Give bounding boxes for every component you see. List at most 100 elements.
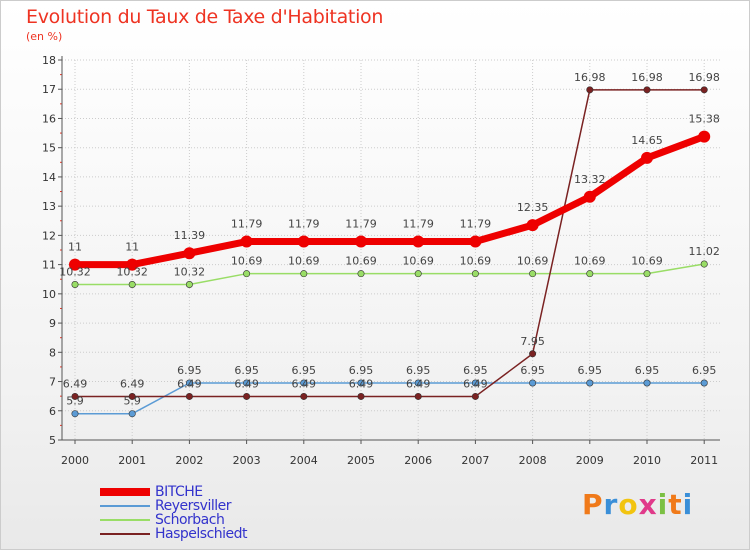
y-tick-label: 10 xyxy=(42,288,56,301)
point-reyersviller xyxy=(300,379,308,387)
data-label-schorbach: 10.69 xyxy=(517,255,549,268)
point-schorbach xyxy=(643,270,651,278)
legend-label-schorbach: Schorbach xyxy=(155,512,225,528)
point-reyersviller xyxy=(414,379,422,387)
data-label-bitche: 14.65 xyxy=(631,134,663,147)
data-label-bitche: 11.79 xyxy=(460,218,492,231)
point-bitche xyxy=(412,235,425,248)
y-tick-label: 8 xyxy=(49,346,56,359)
x-axis-ticks: 2000 2001 2002 2003 2004 2005 2006 2007 2008 2009… xyxy=(61,454,718,467)
data-label-bitche: 11.79 xyxy=(288,218,320,231)
point-bitche xyxy=(69,258,81,271)
data-label-schorbach: 11.02 xyxy=(688,245,720,258)
y-tick-label: 12 xyxy=(42,229,56,242)
data-label-reyersviller: 6.95 xyxy=(692,364,717,377)
point-bitche xyxy=(297,235,310,248)
x-tick-label: 2005 xyxy=(347,454,375,467)
logo-letter: P xyxy=(582,488,604,521)
data-label-reyersviller: 6.95 xyxy=(177,364,202,377)
point-schorbach xyxy=(128,280,136,288)
series-line-reyersviller xyxy=(75,382,705,415)
point-bitche xyxy=(698,130,711,143)
series-lines xyxy=(75,89,706,415)
logo-letter: x xyxy=(638,488,658,521)
data-labels: 11 11 11.39 11.79 11.79 11.79 11.79 11.79 12.35 1… xyxy=(59,71,720,408)
data-label-reyersviller: 6.95 xyxy=(234,364,259,377)
x-tick-label: 2008 xyxy=(519,454,547,467)
chart-title: Evolution du Taux de Taxe d'Habitation xyxy=(26,6,384,28)
point-schorbach xyxy=(71,280,79,288)
data-label-haspelschiedt: 7.95 xyxy=(520,335,545,348)
point-bitche xyxy=(183,247,196,260)
point-schorbach xyxy=(471,270,479,278)
point-haspelschiedt xyxy=(185,392,193,400)
y-tick-label: 17 xyxy=(42,83,56,96)
data-label-haspelschiedt: 6.49 xyxy=(349,377,374,390)
point-schorbach xyxy=(185,280,193,288)
data-label-bitche: 15.38 xyxy=(688,113,720,126)
logo-letter: i xyxy=(682,488,694,521)
point-haspelschiedt xyxy=(357,392,365,400)
data-label-bitche: 11.39 xyxy=(174,229,206,242)
point-haspelschiedt xyxy=(300,392,308,400)
legend-swatch-bitche xyxy=(100,488,150,496)
point-reyersviller xyxy=(471,379,479,387)
x-tick-label: 2006 xyxy=(404,454,432,467)
point-reyersviller xyxy=(700,379,708,387)
logo-letter: i xyxy=(657,488,669,521)
data-label-reyersviller: 5.9 xyxy=(123,395,141,408)
data-label-haspelschiedt: 16.98 xyxy=(688,71,720,84)
x-tick-label: 2000 xyxy=(61,454,89,467)
data-label-bitche: 11 xyxy=(125,241,139,254)
point-haspelschiedt xyxy=(71,392,79,400)
y-tick-label: 5 xyxy=(49,434,56,447)
data-label-schorbach: 10.32 xyxy=(116,265,148,278)
legend-swatch-haspelschiedt xyxy=(100,533,150,535)
point-haspelschiedt xyxy=(700,86,708,94)
data-label-schorbach: 10.69 xyxy=(574,255,606,268)
data-label-haspelschiedt: 6.49 xyxy=(120,377,145,390)
data-label-haspelschiedt: 6.49 xyxy=(463,377,488,390)
data-label-reyersviller: 6.95 xyxy=(578,364,603,377)
data-label-bitche: 12.35 xyxy=(517,201,549,214)
legend-label-haspelschiedt: Haspelschiedt xyxy=(155,526,248,542)
y-tick-label: 15 xyxy=(42,142,56,155)
logo-letter: o xyxy=(618,488,639,521)
data-label-schorbach: 10.69 xyxy=(231,255,263,268)
x-tick-label: 2001 xyxy=(118,454,146,467)
series-points xyxy=(69,86,711,418)
data-label-bitche: 11.79 xyxy=(345,218,377,231)
data-label-bitche: 13.32 xyxy=(574,173,606,186)
data-label-reyersviller: 6.95 xyxy=(349,364,374,377)
data-label-schorbach: 10.69 xyxy=(345,255,377,268)
point-haspelschiedt xyxy=(243,392,251,400)
point-bitche xyxy=(526,219,539,232)
x-tick-label: 2002 xyxy=(175,454,203,467)
data-label-haspelschiedt: 16.98 xyxy=(574,71,606,84)
point-bitche xyxy=(469,235,482,248)
data-label-schorbach: 10.69 xyxy=(288,255,320,268)
x-tick-label: 2007 xyxy=(461,454,489,467)
point-haspelschiedt xyxy=(643,86,651,94)
legend-swatch-reyersviller xyxy=(100,505,150,507)
point-schorbach xyxy=(414,270,422,278)
point-reyersviller xyxy=(128,410,136,418)
point-reyersviller xyxy=(586,379,594,387)
point-reyersviller xyxy=(243,379,251,387)
point-schorbach xyxy=(529,270,537,278)
axes xyxy=(58,56,720,444)
data-label-schorbach: 10.32 xyxy=(174,265,206,278)
point-bitche xyxy=(355,235,367,248)
point-reyersviller xyxy=(529,379,537,387)
data-label-haspelschiedt: 6.49 xyxy=(63,377,88,390)
data-label-reyersviller: 6.95 xyxy=(520,364,545,377)
y-tick-label: 16 xyxy=(42,112,56,125)
point-haspelschiedt xyxy=(471,392,479,400)
x-tick-label: 2009 xyxy=(576,454,604,467)
y-tick-label: 11 xyxy=(42,259,56,272)
x-tick-label: 2004 xyxy=(290,454,318,467)
point-bitche xyxy=(240,235,253,248)
x-tick-label: 2010 xyxy=(633,454,661,467)
